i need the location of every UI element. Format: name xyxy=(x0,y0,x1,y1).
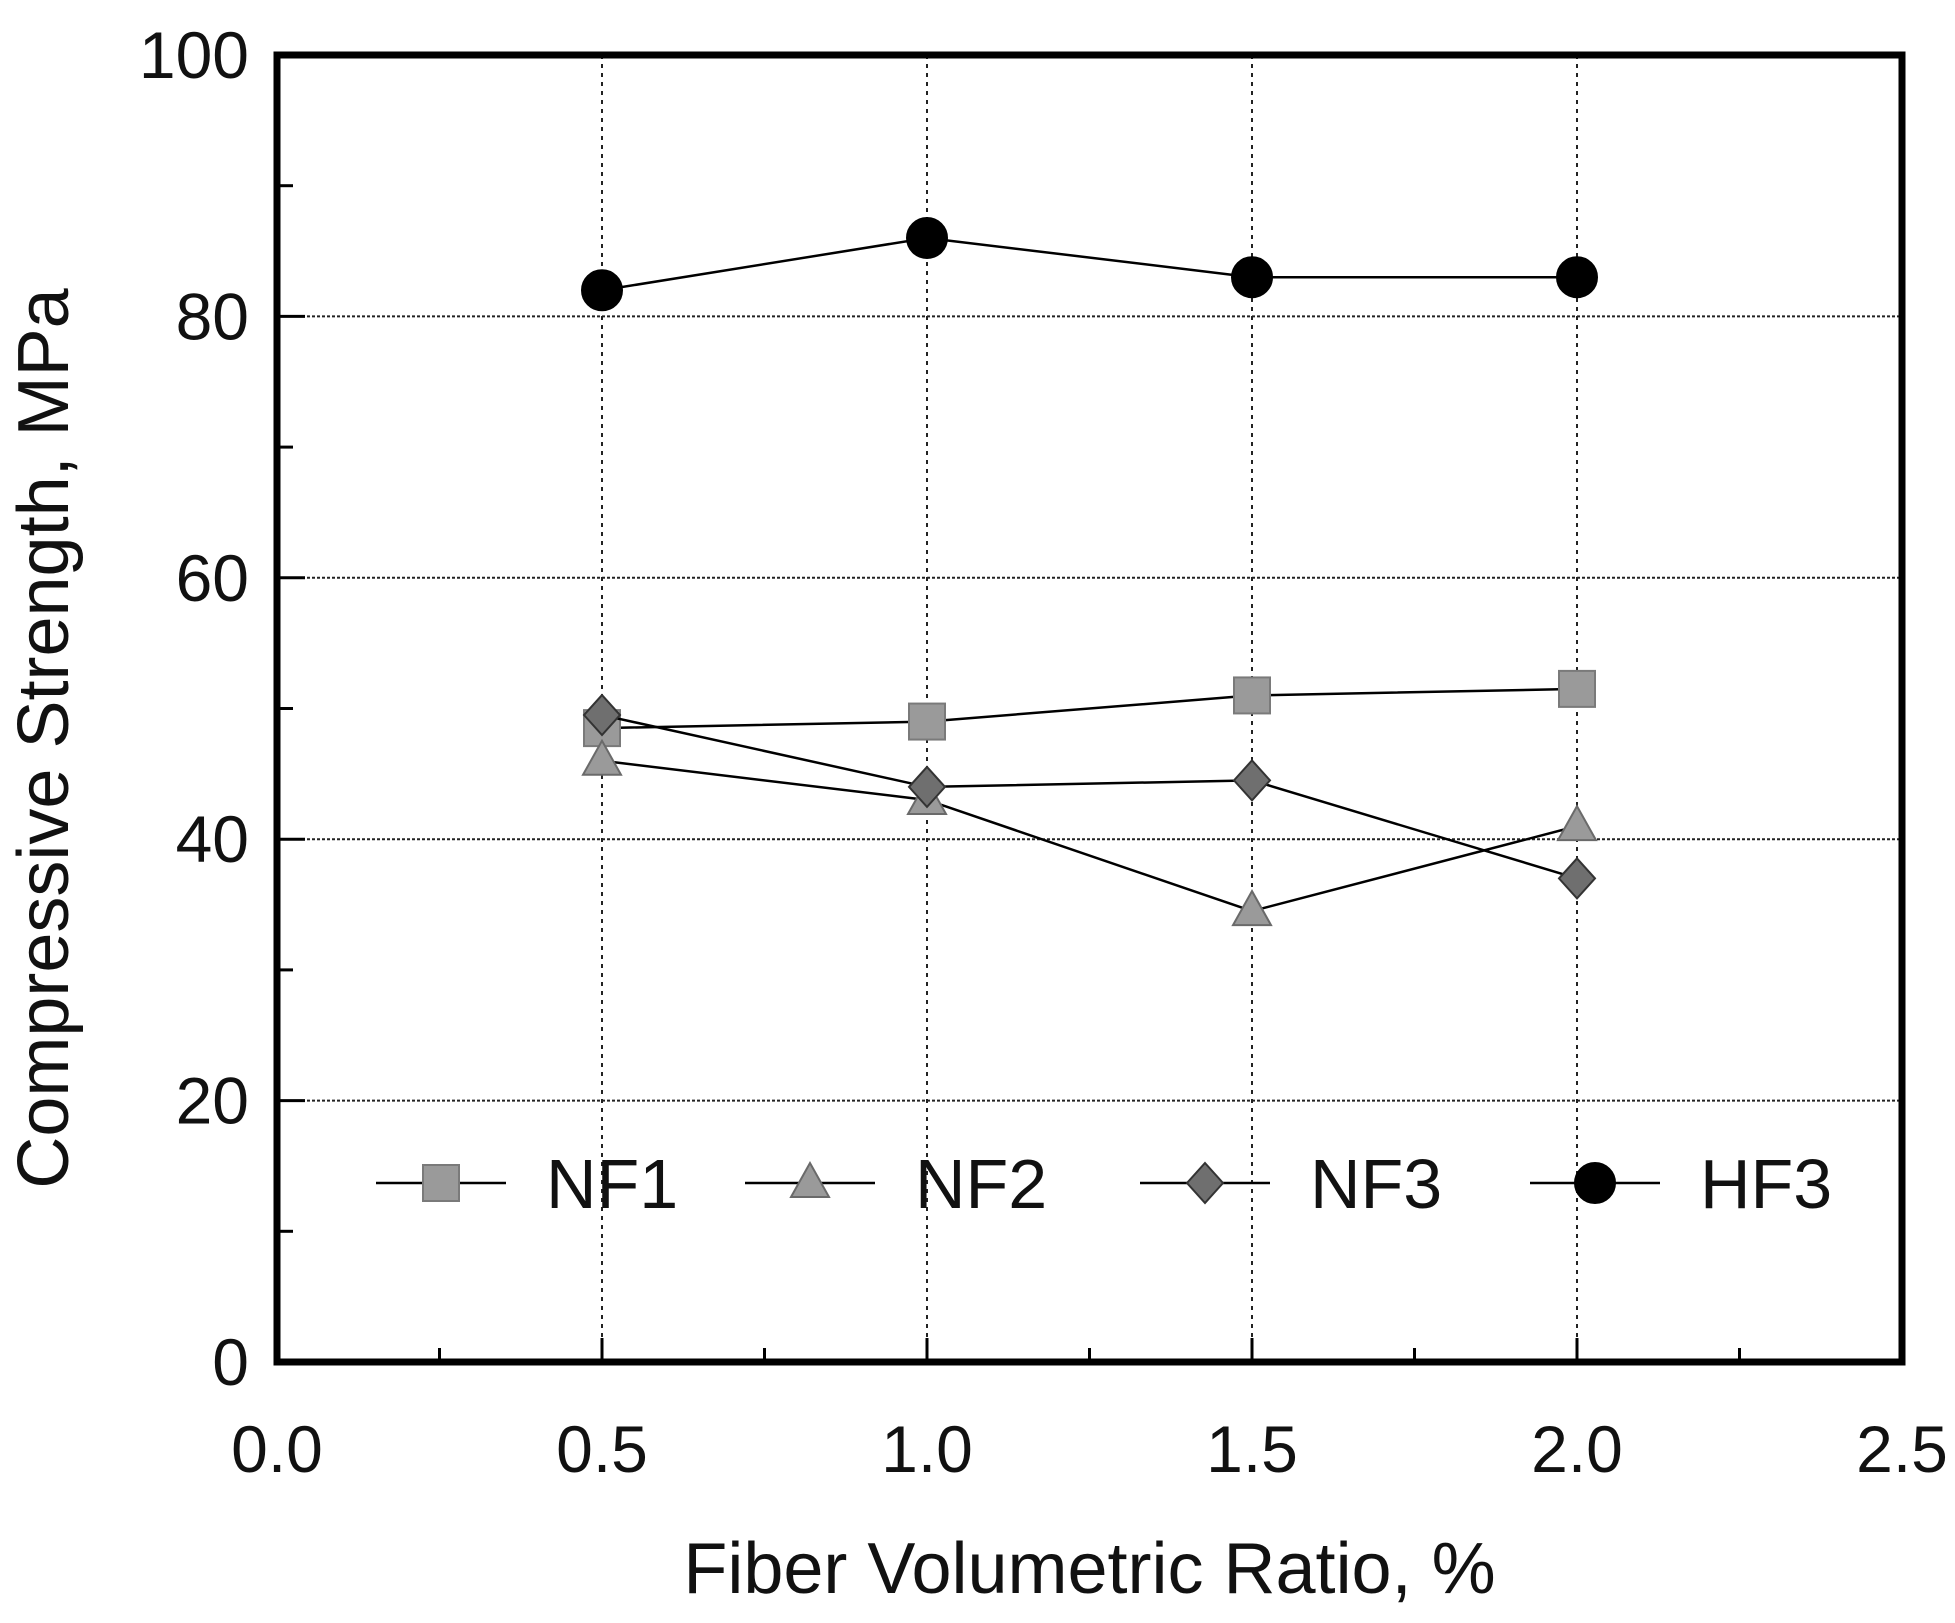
series-nf1 xyxy=(583,669,1596,748)
x-tick-label: 2.5 xyxy=(1856,1412,1948,1486)
series-line xyxy=(601,713,1578,880)
tick-labels: 0 20 40 60 80 100 0.0 0.5 1.0 1.5 2.0 2.5 xyxy=(139,18,1948,1486)
legend-marker xyxy=(1185,1161,1225,1205)
series-line xyxy=(601,236,1577,292)
y-tick-label: 80 xyxy=(176,279,249,353)
data-point xyxy=(1233,676,1271,715)
data-point xyxy=(1557,856,1597,900)
data-point xyxy=(1556,256,1598,299)
y-tick-label: 0 xyxy=(212,1325,249,1399)
data-point xyxy=(1231,256,1273,299)
legend-label: NF3 xyxy=(1310,1145,1442,1223)
legend-item-nf2: NF2 xyxy=(745,1145,1047,1223)
y-tick-label: 100 xyxy=(139,18,249,92)
x-tick-label: 0.0 xyxy=(231,1412,323,1486)
data-point xyxy=(906,216,948,259)
x-tick-label: 2.0 xyxy=(1531,1412,1623,1486)
legend-item-nf3: NF3 xyxy=(1140,1145,1442,1223)
data-point xyxy=(1558,669,1596,708)
series-nf3 xyxy=(582,693,1597,900)
legend-label: NF1 xyxy=(546,1145,678,1223)
legend-label: HF3 xyxy=(1700,1145,1832,1223)
data-point xyxy=(908,702,946,741)
legend: NF1 NF2 NF3 HF3 xyxy=(376,1145,1832,1223)
x-tick-label: 1.0 xyxy=(881,1412,973,1486)
series-nf2 xyxy=(581,738,1598,927)
legend-marker xyxy=(789,1160,831,1198)
axis-ticks xyxy=(275,53,1904,1364)
data-point xyxy=(1232,758,1272,802)
y-tick-label: 40 xyxy=(176,802,249,876)
y-tick-label: 60 xyxy=(176,541,249,615)
legend-label: NF2 xyxy=(915,1145,1047,1223)
legend-marker xyxy=(1574,1162,1616,1204)
data-point xyxy=(907,765,947,809)
x-axis-title: Fiber Volumetric Ratio, % xyxy=(683,1529,1495,1609)
x-tick-label: 0.5 xyxy=(556,1412,648,1486)
legend-marker xyxy=(422,1164,460,1202)
legend-item-nf1: NF1 xyxy=(376,1145,678,1223)
x-tick-label: 1.5 xyxy=(1206,1412,1298,1486)
series-line xyxy=(601,759,1578,913)
series-line xyxy=(601,687,1578,730)
data-point xyxy=(581,738,623,776)
data-point xyxy=(581,269,623,312)
y-axis-title: Compressive Strength, MPa xyxy=(4,287,84,1188)
legend-item-hf3: HF3 xyxy=(1530,1145,1832,1223)
y-tick-label: 20 xyxy=(176,1064,249,1138)
data-point xyxy=(1556,804,1598,842)
series-hf3 xyxy=(581,216,1598,312)
data-point xyxy=(1231,889,1273,927)
plot-series xyxy=(581,216,1598,927)
data-point xyxy=(582,693,622,737)
